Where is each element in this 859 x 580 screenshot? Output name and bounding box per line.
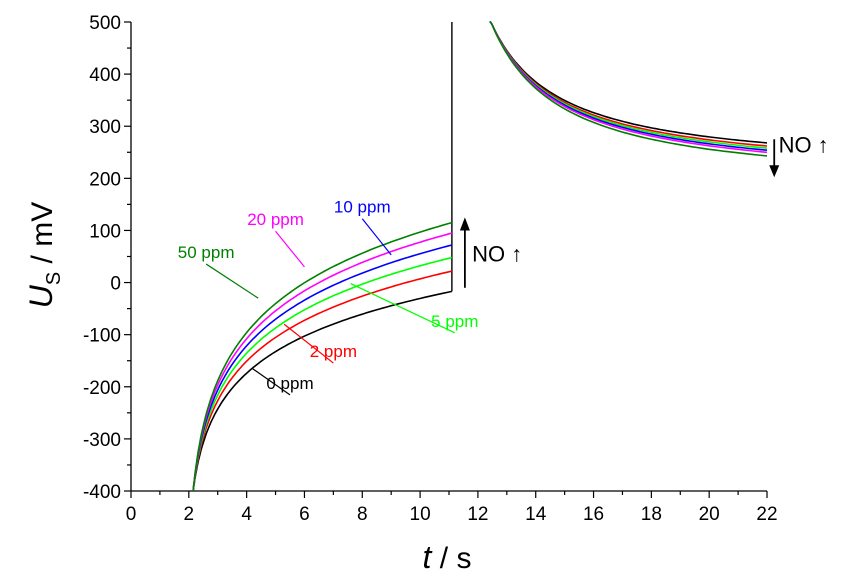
series-labels: 0 ppm 2 ppm 5 ppm 10 ppm 20 ppm 50 ppm — [178, 198, 478, 396]
label-leader — [252, 368, 291, 396]
axes: 0 2 4 6 8 10 12 14 16 18 20 22 -400 -300 -200 -100 0 100 2… — [83, 13, 778, 525]
y-tick-label: 500 — [89, 13, 121, 34]
series-line — [192, 232, 453, 492]
y-tick-label: -200 — [83, 378, 121, 399]
x-tick-label: 10 — [410, 504, 431, 525]
series-line — [192, 244, 453, 492]
arrow-up-head — [459, 217, 470, 231]
series-label: 50 ppm — [178, 243, 235, 262]
x-tick-label: 20 — [699, 504, 720, 525]
x-tick-label: 8 — [357, 504, 368, 525]
y-axis-title: US / mV — [23, 202, 65, 308]
y-tick-label: 200 — [89, 169, 121, 190]
x-axis-title: t / s — [423, 539, 472, 575]
x-tick-label: 18 — [641, 504, 662, 525]
label-leader — [361, 218, 392, 256]
x-tick-label: 2 — [184, 504, 195, 525]
plot-area — [192, 21, 768, 492]
y-tick-label: 300 — [89, 117, 121, 138]
y-tick-label: 400 — [89, 65, 121, 86]
series-line — [192, 256, 453, 492]
x-tick-label: 4 — [241, 504, 252, 525]
label-leader — [275, 230, 305, 268]
y-tick-label: -100 — [83, 326, 121, 347]
series-line-discharge — [489, 21, 768, 157]
label-leader — [205, 263, 259, 299]
label-leader — [350, 283, 456, 334]
y-tick-label: -400 — [83, 482, 121, 503]
y-tick-label: 0 — [110, 274, 121, 295]
x-tick-label: 14 — [525, 504, 547, 525]
series-label: 10 ppm — [334, 198, 391, 217]
annotation-text: NO ↑ — [779, 132, 829, 157]
annotations: NO ↑ NO ↑ — [459, 132, 829, 288]
x-tick-label: 16 — [583, 504, 604, 525]
series-label: 5 ppm — [431, 312, 478, 331]
y-tick-label: 100 — [89, 221, 121, 242]
series-line-discharge — [489, 21, 768, 154]
x-tick-label: 6 — [299, 504, 310, 525]
series-line — [192, 290, 453, 492]
series-line — [192, 221, 453, 492]
label-leader — [283, 323, 334, 364]
x-tick-label: 12 — [467, 504, 488, 525]
annotation-text: NO ↑ — [472, 242, 522, 267]
x-tick-label: 22 — [756, 504, 777, 525]
series-line — [192, 270, 453, 492]
arrow-down-head — [769, 165, 780, 178]
x-tick-label: 0 — [126, 504, 137, 525]
series-label: 0 ppm — [266, 374, 313, 393]
series-label: 2 ppm — [310, 342, 357, 361]
series-label: 20 ppm — [247, 210, 304, 229]
y-tick-label: -300 — [83, 430, 121, 451]
